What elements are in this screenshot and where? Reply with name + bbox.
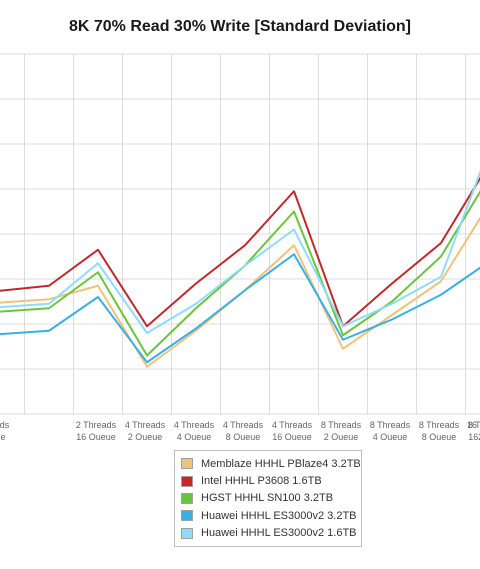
legend-swatch (181, 527, 193, 539)
line-chart: 2 Threads 16 Queue 4 Threads 2 Queue 4 Threa… (0, 53, 480, 440)
legend-swatch (181, 458, 193, 470)
x-tick-label: 8 Threads 4 Queue (370, 420, 411, 440)
x-tick-label: 4 Threads 2 Queue (125, 420, 166, 440)
x-tick-label-partial-right: 16 T2 (467, 420, 480, 440)
legend-item: Memblaze HHHL PBlaze4 3.2TB (181, 455, 361, 472)
legend-item: HGST HHHL SN100 3.2TB (181, 490, 355, 507)
x-tick-label: 8 Threads 2 Queue (321, 420, 362, 440)
series-line-2 (0, 190, 480, 357)
legend-label: Intel HHHL P3608 1.6TB (201, 475, 322, 488)
x-tick-label: 4 Threads 4 Queue (174, 420, 215, 440)
legend-label: Huawei HHHL ES3000v2 1.6TB (201, 527, 357, 540)
x-tick-label: 2 Threads 16 Queue (76, 420, 117, 440)
legend-item: Intel HHHL P3608 1.6TB (181, 472, 355, 489)
chart-grid (0, 53, 480, 415)
legend-label: Huawei HHHL ES3000v2 3.2TB (201, 509, 357, 522)
legend-swatch (181, 475, 193, 487)
x-tick-label: 8 Threads 8 Queue (419, 420, 460, 440)
chart-legend: Memblaze HHHL PBlaze4 3.2TB Intel HHHL P3… (174, 450, 362, 547)
legend-label: Memblaze HHHL PBlaze4 3.2TB (201, 457, 361, 470)
chart-title: 8K 70% Read 30% Write [Standard Deviatio… (68, 18, 412, 35)
series-line-4 (0, 170, 480, 334)
x-tick-label-partial-left: readseue (0, 420, 10, 440)
series-line-0 (0, 216, 480, 368)
legend-item: Huawei HHHL ES3000v2 3.2TB (181, 507, 357, 524)
x-tick-label: 4 Threads 8 Queue (223, 420, 264, 440)
x-axis-labels: 2 Threads 16 Queue 4 Threads 2 Queue 4 Threa… (0, 420, 480, 440)
legend-swatch (181, 510, 193, 522)
series-line-1 (0, 176, 480, 328)
series-lines (0, 170, 480, 368)
x-tick-label: 4 Threads 16 Queue (272, 420, 313, 440)
legend-swatch (181, 492, 193, 504)
series-line-3 (0, 253, 480, 364)
legend-label: HGST HHHL SN100 3.2TB (201, 492, 334, 505)
legend-item: Huawei HHHL ES3000v2 1.6TB (181, 525, 357, 542)
